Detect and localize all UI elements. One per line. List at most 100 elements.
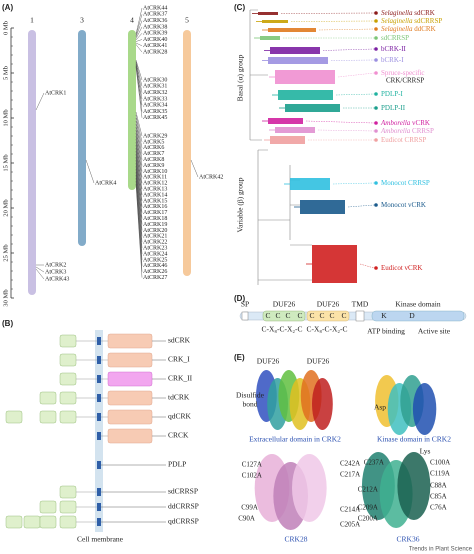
connector [135, 14, 143, 36]
name: bCRK-II [381, 45, 407, 53]
label: K [381, 311, 387, 320]
label: C217A [340, 471, 360, 479]
duf26 [5, 410, 23, 424]
label: CRK36 [397, 535, 420, 544]
connector [135, 7, 143, 35]
label: TMD [352, 300, 369, 309]
species: Selaginella [381, 25, 413, 33]
label: ATP binding [367, 327, 405, 336]
label: AtCRK7 [143, 151, 164, 157]
label: sdCRRSP [168, 487, 198, 496]
label: CRCK [168, 431, 189, 440]
connector [135, 138, 143, 190]
connector [135, 44, 143, 53]
clade-label: PDLP-I [381, 90, 403, 98]
label: AtCRK8 [143, 157, 164, 163]
tmd [97, 432, 101, 440]
connector [135, 144, 143, 201]
label: Variable (β) group [236, 177, 245, 232]
tmd [97, 488, 101, 496]
kinase [107, 390, 153, 406]
label: PDLP [168, 460, 186, 469]
duf26 [306, 310, 350, 322]
duf26 [59, 391, 77, 405]
clade-label: Monocot vCRK [381, 201, 426, 209]
kinase [107, 333, 153, 349]
label: C [309, 311, 314, 320]
label: AtCRK15 [143, 198, 167, 204]
marker [374, 106, 378, 110]
label: AtCRK16 [143, 204, 167, 210]
label: Active site [418, 327, 451, 336]
clade-label: Eudicot vCRK [381, 264, 422, 272]
name: sdCRRSP [381, 34, 409, 42]
duf26 [39, 410, 57, 424]
name: Spruce-specific [381, 69, 425, 77]
label: DUF26 [257, 357, 280, 366]
leader [337, 72, 375, 78]
label: C200A [358, 515, 378, 523]
marker [374, 36, 378, 40]
connector [135, 141, 143, 196]
label: CRK/CRRSP [386, 77, 424, 85]
label: 5 Mb [2, 66, 9, 80]
label: Basal (α) group [236, 54, 245, 101]
label: CRK28 [285, 535, 308, 544]
label: C209A [358, 504, 378, 512]
clade-label: Spruce-specific [381, 69, 425, 77]
label: DUF26 [307, 357, 330, 366]
connector [135, 33, 143, 41]
tmd [97, 394, 101, 402]
tmd [97, 356, 101, 364]
label: ddCRRSP [168, 502, 199, 511]
label: AtCRK21 [143, 234, 167, 240]
clade [268, 118, 303, 124]
connector [135, 61, 143, 87]
label: AtCRK10 [143, 169, 167, 175]
connector [135, 39, 143, 42]
label: C [319, 311, 324, 320]
label: C [329, 311, 334, 320]
label: qdCRK [168, 412, 192, 421]
label: C99A [241, 504, 258, 512]
label: C [275, 311, 280, 320]
connector [135, 156, 143, 225]
label: AtCRK4 [95, 180, 116, 186]
label: C237A [364, 459, 384, 467]
name: bCRK-I [381, 56, 404, 64]
clade [290, 178, 330, 190]
marker [374, 71, 378, 75]
label: AtCRK34 [143, 103, 167, 109]
duf26 [59, 500, 77, 514]
label: AtCRK43 [45, 276, 69, 282]
clade-label: Selaginella sdCRRSP [381, 17, 442, 25]
connector [135, 150, 143, 213]
duf26 [5, 515, 23, 529]
panel-label: (C) [234, 3, 245, 12]
label: C102A [242, 472, 262, 480]
label: C100A [430, 459, 450, 467]
tmd [355, 310, 365, 322]
label: CRK_II [168, 374, 193, 383]
connector [135, 65, 143, 112]
kinase [107, 371, 153, 387]
structure [412, 383, 437, 435]
name: CRRSP [412, 127, 434, 135]
label: 10 Mb [2, 109, 9, 126]
leader [332, 182, 375, 185]
label: C76A [430, 504, 447, 512]
label: AtCRK35 [143, 109, 167, 115]
connector [135, 117, 143, 148]
connector [135, 135, 143, 184]
label: AtCRK2 [45, 262, 66, 268]
clade [275, 127, 315, 133]
clade-label: sdCRRSP [381, 34, 409, 42]
name: sdCRRSP [414, 17, 442, 25]
connector [135, 126, 143, 166]
label: C119A [430, 470, 450, 478]
clade [262, 20, 288, 23]
label: AtCRK23 [143, 245, 167, 251]
clade-label: Amborella CRRSP [380, 127, 434, 135]
clade-label: bCRK-II [381, 45, 407, 53]
